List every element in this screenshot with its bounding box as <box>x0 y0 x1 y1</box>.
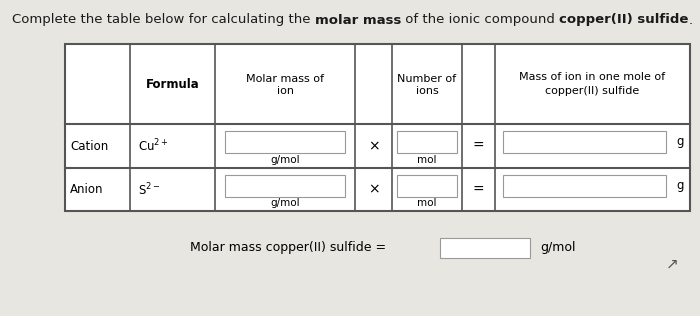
Text: S$^{2-}$: S$^{2-}$ <box>138 181 160 198</box>
Text: of the ionic compound: of the ionic compound <box>401 14 559 27</box>
Bar <box>225 174 345 197</box>
Text: =: = <box>473 139 484 153</box>
Bar <box>440 238 530 258</box>
Text: Cation: Cation <box>70 139 108 153</box>
Text: .: . <box>689 14 693 27</box>
Text: =: = <box>473 183 484 197</box>
Text: mol: mol <box>417 155 437 165</box>
Text: g: g <box>676 136 684 149</box>
Text: Molar mass copper(II) sulfide =: Molar mass copper(II) sulfide = <box>190 241 386 254</box>
Bar <box>397 131 457 153</box>
Text: ×: × <box>368 139 379 153</box>
Text: Number of: Number of <box>398 74 456 84</box>
Text: Anion: Anion <box>70 183 104 196</box>
Text: copper(II) sulfide: copper(II) sulfide <box>545 86 640 96</box>
Text: Mass of ion in one mole of: Mass of ion in one mole of <box>519 72 666 82</box>
Text: Cu$^{2+}$: Cu$^{2+}$ <box>138 138 169 154</box>
Text: Complete the table below for calculating the: Complete the table below for calculating… <box>12 14 315 27</box>
Text: g/mol: g/mol <box>540 241 575 254</box>
Text: Formula: Formula <box>146 77 200 90</box>
Text: ions: ions <box>416 86 438 96</box>
Text: g/mol: g/mol <box>270 198 300 209</box>
Text: ion: ion <box>276 86 293 96</box>
Text: mol: mol <box>417 198 437 209</box>
Bar <box>65 44 690 211</box>
Text: copper(II) sulfide: copper(II) sulfide <box>559 14 689 27</box>
Bar <box>225 131 345 153</box>
Text: molar mass: molar mass <box>315 14 401 27</box>
Bar <box>503 174 666 197</box>
Bar <box>503 131 666 153</box>
Text: ↗: ↗ <box>666 257 678 271</box>
Bar <box>397 174 457 197</box>
Text: g/mol: g/mol <box>270 155 300 165</box>
Text: g: g <box>676 179 684 192</box>
Text: Molar mass of: Molar mass of <box>246 74 324 84</box>
Text: ×: × <box>368 183 379 197</box>
